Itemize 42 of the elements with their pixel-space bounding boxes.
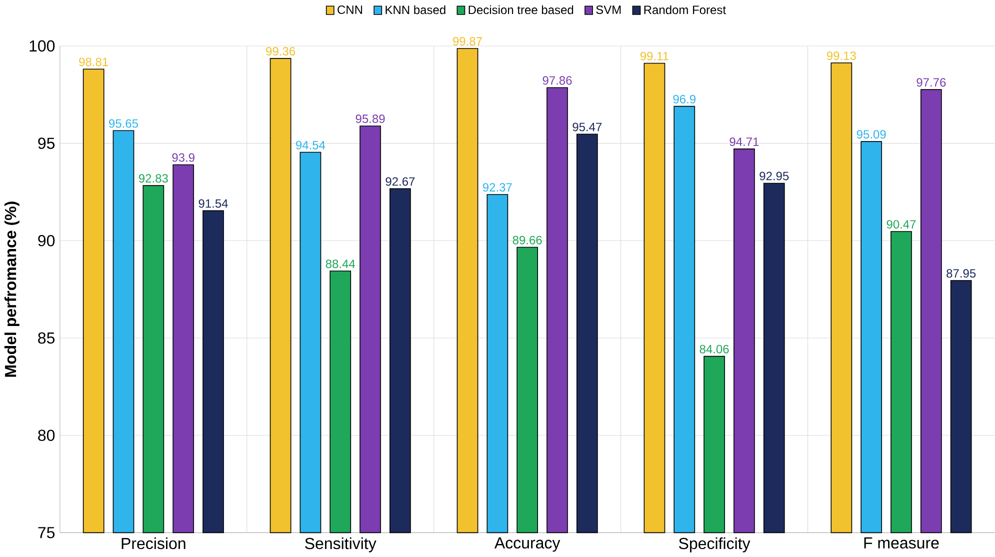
y-tick-label: 95 [38,138,55,150]
legend-label: KNN based [386,5,446,14]
data-label: 93.9 [172,153,194,162]
data-label: 95.89 [356,114,385,124]
y-tick-label: 75 [38,527,55,538]
x-tick-label: F measure [864,538,939,549]
data-label: 92.67 [386,177,415,186]
x-tick-label: Accuracy [494,538,560,552]
x-tick-label: Specificity [679,538,750,552]
y-tick-label: 85 [38,332,55,344]
y-tick-label: 90 [38,235,55,246]
data-label: 97.86 [542,76,572,85]
legend-label: Decision tree based [468,5,574,14]
data-label: 94.71 [730,138,759,146]
data-label: 88.44 [326,260,356,268]
data-label: 90.47 [886,220,916,229]
data-label: 95.65 [109,119,138,128]
data-label: 95.47 [572,122,602,132]
data-label: 99.87 [453,37,482,46]
data-label: 84.06 [700,344,729,354]
data-label: 91.54 [198,199,228,208]
data-label: 97.76 [916,78,946,87]
data-label: 98.81 [79,58,108,66]
legend-label: Random Forest [644,5,726,14]
x-tick-label: Sensitivity [305,538,376,552]
data-label: 92.83 [138,174,168,183]
data-label: 99.13 [826,52,856,60]
legend-label: SVM [596,6,621,14]
legend-label: CNN [338,6,362,14]
x-tick-label: Precision [122,538,186,550]
data-label: 89.66 [512,236,542,244]
data-label: 87.95 [946,269,976,278]
data-label: 95.09 [856,130,886,139]
y-tick-label: 80 [38,430,55,442]
data-label: 99.36 [266,47,296,56]
data-label: 92.37 [482,183,512,192]
data-label: 94.54 [296,140,326,150]
y-tick-label: 100 [30,40,55,52]
data-label: 99.11 [640,52,668,60]
data-label: 92.95 [760,172,789,180]
data-label: 96.9 [673,94,696,104]
y-axis-title: Model perfromance (%) [4,202,20,377]
